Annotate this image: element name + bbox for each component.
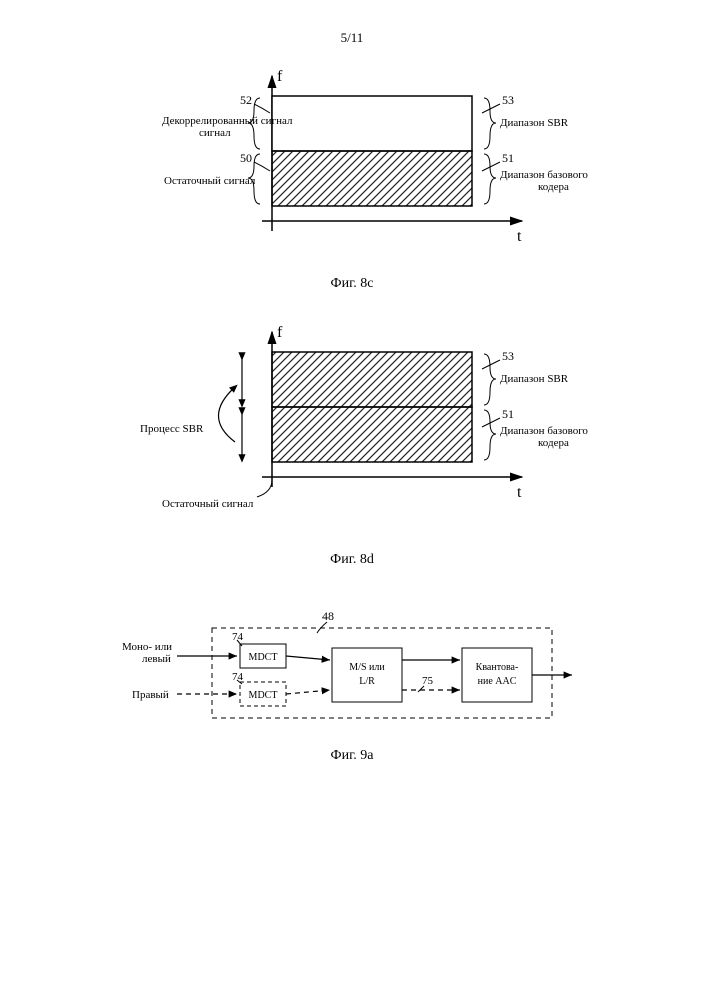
label-sbr-range-8d: Диапазон SBR bbox=[500, 373, 569, 385]
axis-y-label-8d: f bbox=[277, 324, 283, 341]
num-50: 50 bbox=[240, 151, 252, 165]
label-residual-8c: Остаточный сигнал bbox=[164, 175, 256, 187]
axis-x-label: t bbox=[517, 228, 522, 245]
figure-8d: f t Процесс SBR Остаточный сигнал 53 Диа… bbox=[60, 322, 644, 542]
svg-text:левый: левый bbox=[142, 653, 171, 665]
label-sbr-range-8c: Диапазон SBR bbox=[500, 117, 569, 129]
figure-9a: 48 Моно- или левый Правый MDCT 74 MDCT 7… bbox=[60, 598, 644, 738]
block-ms-line2: L/R bbox=[359, 676, 375, 687]
label-base-range-8d: Диапазон базового bbox=[500, 425, 588, 437]
label-base-range-8c: Диапазон базового bbox=[500, 169, 588, 181]
caption-8d: Фиг. 8d bbox=[60, 552, 644, 568]
axis-y-label: f bbox=[277, 68, 283, 85]
label-mono-left: Моно- или bbox=[122, 641, 172, 653]
caption-9a: Фиг. 9a bbox=[60, 748, 644, 764]
label-residual-8d: Остаточный сигнал bbox=[162, 498, 254, 510]
label-decorrelated: Декоррелированный сигнал bbox=[162, 115, 293, 127]
svg-text:кодера: кодера bbox=[538, 437, 569, 449]
label-right: Правый bbox=[132, 689, 169, 701]
num-51-8d: 51 bbox=[502, 407, 514, 421]
block-quant-l1: Квантова- bbox=[476, 662, 519, 673]
svg-text:кодера: кодера bbox=[538, 181, 569, 193]
axis-x-label-8d: t bbox=[517, 484, 522, 501]
label-decorrelated2: сигнал bbox=[199, 127, 231, 139]
label-sbr-process: Процесс SBR bbox=[140, 423, 204, 435]
num-53: 53 bbox=[502, 93, 514, 107]
figure-8c: f t 52 Декоррелированный сигнал сигнал 5… bbox=[60, 66, 644, 266]
num-48: 48 bbox=[322, 609, 334, 623]
fig8d-svg: f t Процесс SBR Остаточный сигнал 53 Диа… bbox=[122, 322, 582, 542]
block-mdct-bottom: MDCT bbox=[249, 690, 278, 701]
fig8c-svg: f t 52 Декоррелированный сигнал сигнал 5… bbox=[122, 66, 582, 266]
caption-8c: Фиг. 8c bbox=[60, 276, 644, 292]
block-mdct-top: MDCT bbox=[249, 652, 278, 663]
num-75: 75 bbox=[422, 675, 434, 687]
page-number: 5/11 bbox=[60, 30, 644, 46]
num-53-8d: 53 bbox=[502, 349, 514, 363]
block-quant-l2: ние AAC bbox=[478, 676, 517, 687]
num-52: 52 bbox=[240, 93, 252, 107]
num-51: 51 bbox=[502, 151, 514, 165]
block-ms-line1: M/S или bbox=[349, 662, 385, 673]
fig9a-svg: 48 Моно- или левый Правый MDCT 74 MDCT 7… bbox=[102, 598, 602, 738]
